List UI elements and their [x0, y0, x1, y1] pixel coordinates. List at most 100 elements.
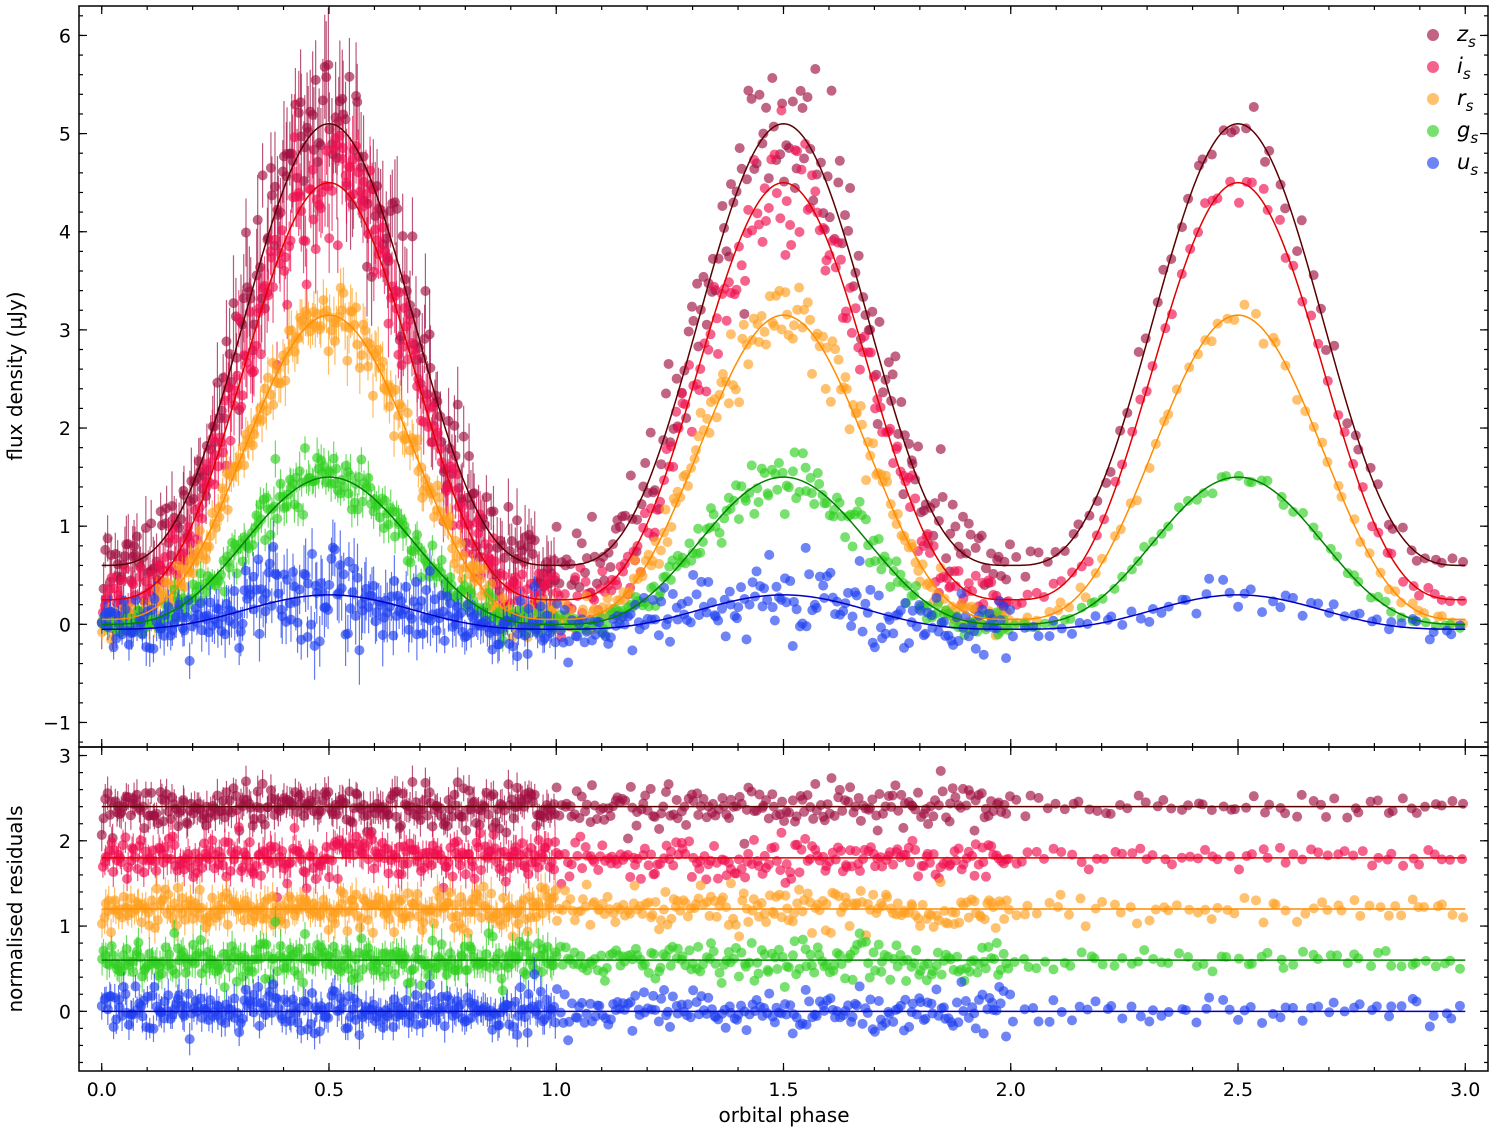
data-point — [668, 461, 679, 472]
data-point — [407, 776, 418, 787]
data-point — [108, 642, 119, 653]
data-point — [1097, 553, 1108, 564]
data-point — [913, 787, 924, 798]
data-point — [455, 860, 466, 871]
data-point — [1016, 597, 1027, 608]
data-point — [120, 563, 131, 574]
data-point — [706, 597, 717, 608]
data-point — [970, 542, 981, 553]
data-point — [559, 604, 570, 615]
data-point — [531, 820, 542, 831]
data-point — [622, 833, 633, 844]
data-point — [1278, 499, 1289, 510]
data-point — [280, 375, 291, 386]
data-point — [515, 595, 526, 606]
data-point — [958, 511, 969, 522]
data-point — [806, 488, 817, 499]
data-point — [449, 420, 460, 431]
data-point — [412, 529, 423, 540]
data-point — [719, 800, 730, 811]
data-point — [218, 860, 229, 871]
data-point — [822, 799, 833, 810]
data-point — [389, 431, 400, 442]
data-point — [129, 541, 140, 552]
data-point — [234, 643, 245, 654]
data-point — [1457, 595, 1468, 606]
data-point — [834, 784, 845, 795]
data-point — [1387, 806, 1398, 817]
data-point — [1241, 123, 1252, 134]
data-point — [268, 282, 279, 293]
data-point — [1139, 541, 1150, 552]
data-point — [237, 556, 248, 567]
data-point — [209, 479, 220, 490]
data-point — [380, 495, 391, 506]
data-point — [402, 858, 413, 869]
data-point — [967, 586, 978, 597]
model-curve-z — [101, 123, 1466, 567]
data-point — [102, 788, 113, 799]
data-point — [581, 591, 592, 602]
data-point — [1140, 797, 1151, 808]
data-point — [139, 823, 150, 834]
data-point — [874, 316, 885, 327]
data-point — [1296, 215, 1307, 226]
data-point — [880, 628, 891, 639]
data-point — [402, 407, 413, 418]
data-point — [96, 829, 107, 840]
data-point — [857, 626, 868, 637]
data-point — [1398, 576, 1409, 587]
data-point — [811, 602, 822, 613]
data-point — [656, 459, 667, 470]
data-point — [458, 431, 469, 442]
data-point — [649, 485, 660, 496]
data-point — [1447, 796, 1458, 807]
data-point — [303, 578, 314, 589]
data-point — [173, 821, 184, 832]
data-point — [394, 287, 405, 298]
data-point — [854, 364, 865, 375]
data-point — [1390, 586, 1401, 597]
data-point — [204, 541, 215, 552]
data-point — [926, 610, 937, 621]
data-point — [709, 281, 720, 292]
data-point — [282, 878, 293, 889]
data-point — [648, 595, 659, 606]
data-point — [200, 554, 211, 565]
data-point — [122, 873, 133, 884]
data-point — [776, 105, 787, 116]
data-point — [860, 514, 871, 525]
data-point — [342, 628, 353, 639]
data-point — [799, 153, 810, 164]
data-point — [1350, 430, 1361, 441]
data-point — [1075, 582, 1086, 593]
data-point — [1445, 596, 1456, 607]
data-point — [1044, 631, 1055, 642]
data-point — [195, 598, 206, 609]
data-point — [439, 635, 450, 646]
data-point — [268, 501, 279, 512]
data-point — [939, 593, 950, 604]
data-point — [762, 594, 773, 605]
data-point — [625, 781, 636, 792]
data-point — [756, 311, 767, 322]
data-point — [406, 613, 417, 624]
data-point — [846, 327, 857, 338]
data-point — [424, 565, 435, 576]
data-point — [277, 846, 288, 857]
data-point — [724, 586, 735, 597]
data-point — [937, 786, 948, 797]
data-point — [873, 533, 884, 544]
data-point — [767, 602, 778, 613]
data-point — [898, 489, 909, 500]
data-point — [233, 313, 244, 324]
data-point — [475, 828, 486, 839]
data-point — [458, 550, 469, 561]
data-point — [443, 857, 454, 868]
data-point — [1258, 338, 1269, 349]
data-point — [1122, 803, 1133, 814]
data-point — [340, 114, 351, 125]
data-point — [736, 163, 747, 174]
data-point — [770, 468, 781, 479]
data-point — [1033, 631, 1044, 642]
